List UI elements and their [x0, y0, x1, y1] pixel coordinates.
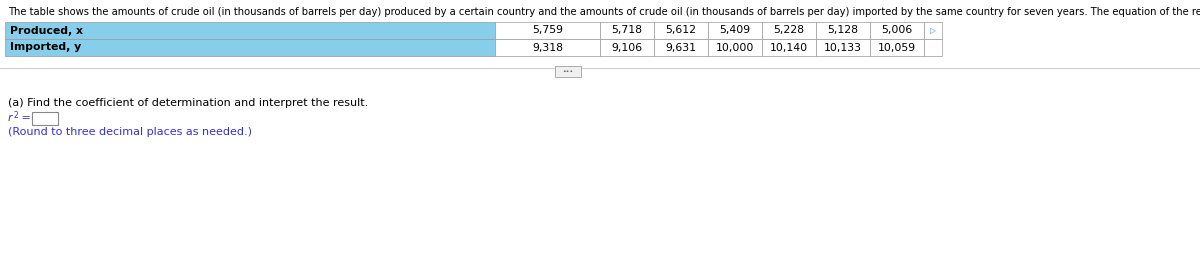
Text: 5,409: 5,409: [720, 26, 750, 36]
Text: The table shows the amounts of crude oil (in thousands of barrels per day) produ: The table shows the amounts of crude oil…: [8, 6, 1200, 17]
Text: 10,133: 10,133: [824, 43, 862, 53]
Bar: [924, 39, 942, 56]
Bar: [816, 39, 870, 56]
Text: 2: 2: [13, 112, 18, 120]
Text: 5,228: 5,228: [774, 26, 804, 36]
Text: 9,318: 9,318: [532, 43, 563, 53]
Bar: [600, 39, 654, 56]
Text: 9,631: 9,631: [666, 43, 696, 53]
Text: 10,140: 10,140: [770, 43, 808, 53]
Text: Produced, x: Produced, x: [10, 26, 83, 36]
Text: 10,059: 10,059: [878, 43, 916, 53]
Text: (Round to three decimal places as needed.): (Round to three decimal places as needed…: [8, 127, 252, 137]
Bar: [32, 112, 58, 124]
Bar: [496, 22, 600, 39]
Bar: [708, 39, 762, 56]
Bar: [5, 39, 496, 56]
Bar: [5, 22, 496, 39]
Bar: [924, 22, 942, 39]
Text: Imported, y: Imported, y: [10, 43, 82, 53]
Bar: [496, 39, 600, 56]
Text: 5,612: 5,612: [666, 26, 696, 36]
Text: 10,000: 10,000: [716, 43, 754, 53]
Text: 5,128: 5,128: [828, 26, 858, 36]
Bar: [870, 22, 924, 39]
Text: =: =: [18, 113, 31, 123]
Text: ▷: ▷: [930, 26, 936, 35]
Text: r: r: [8, 113, 13, 123]
Text: 5,759: 5,759: [532, 26, 563, 36]
Bar: [816, 22, 870, 39]
Bar: [600, 22, 654, 39]
Bar: [654, 22, 708, 39]
Bar: [762, 39, 816, 56]
Text: (a) Find the coefficient of determination and interpret the result.: (a) Find the coefficient of determinatio…: [8, 98, 368, 108]
Text: •••: •••: [563, 68, 574, 73]
Bar: [554, 65, 581, 77]
Bar: [654, 39, 708, 56]
Text: 9,106: 9,106: [612, 43, 642, 53]
Text: 5,006: 5,006: [881, 26, 913, 36]
Bar: [870, 39, 924, 56]
Bar: [762, 22, 816, 39]
Text: 5,718: 5,718: [612, 26, 642, 36]
Bar: [708, 22, 762, 39]
